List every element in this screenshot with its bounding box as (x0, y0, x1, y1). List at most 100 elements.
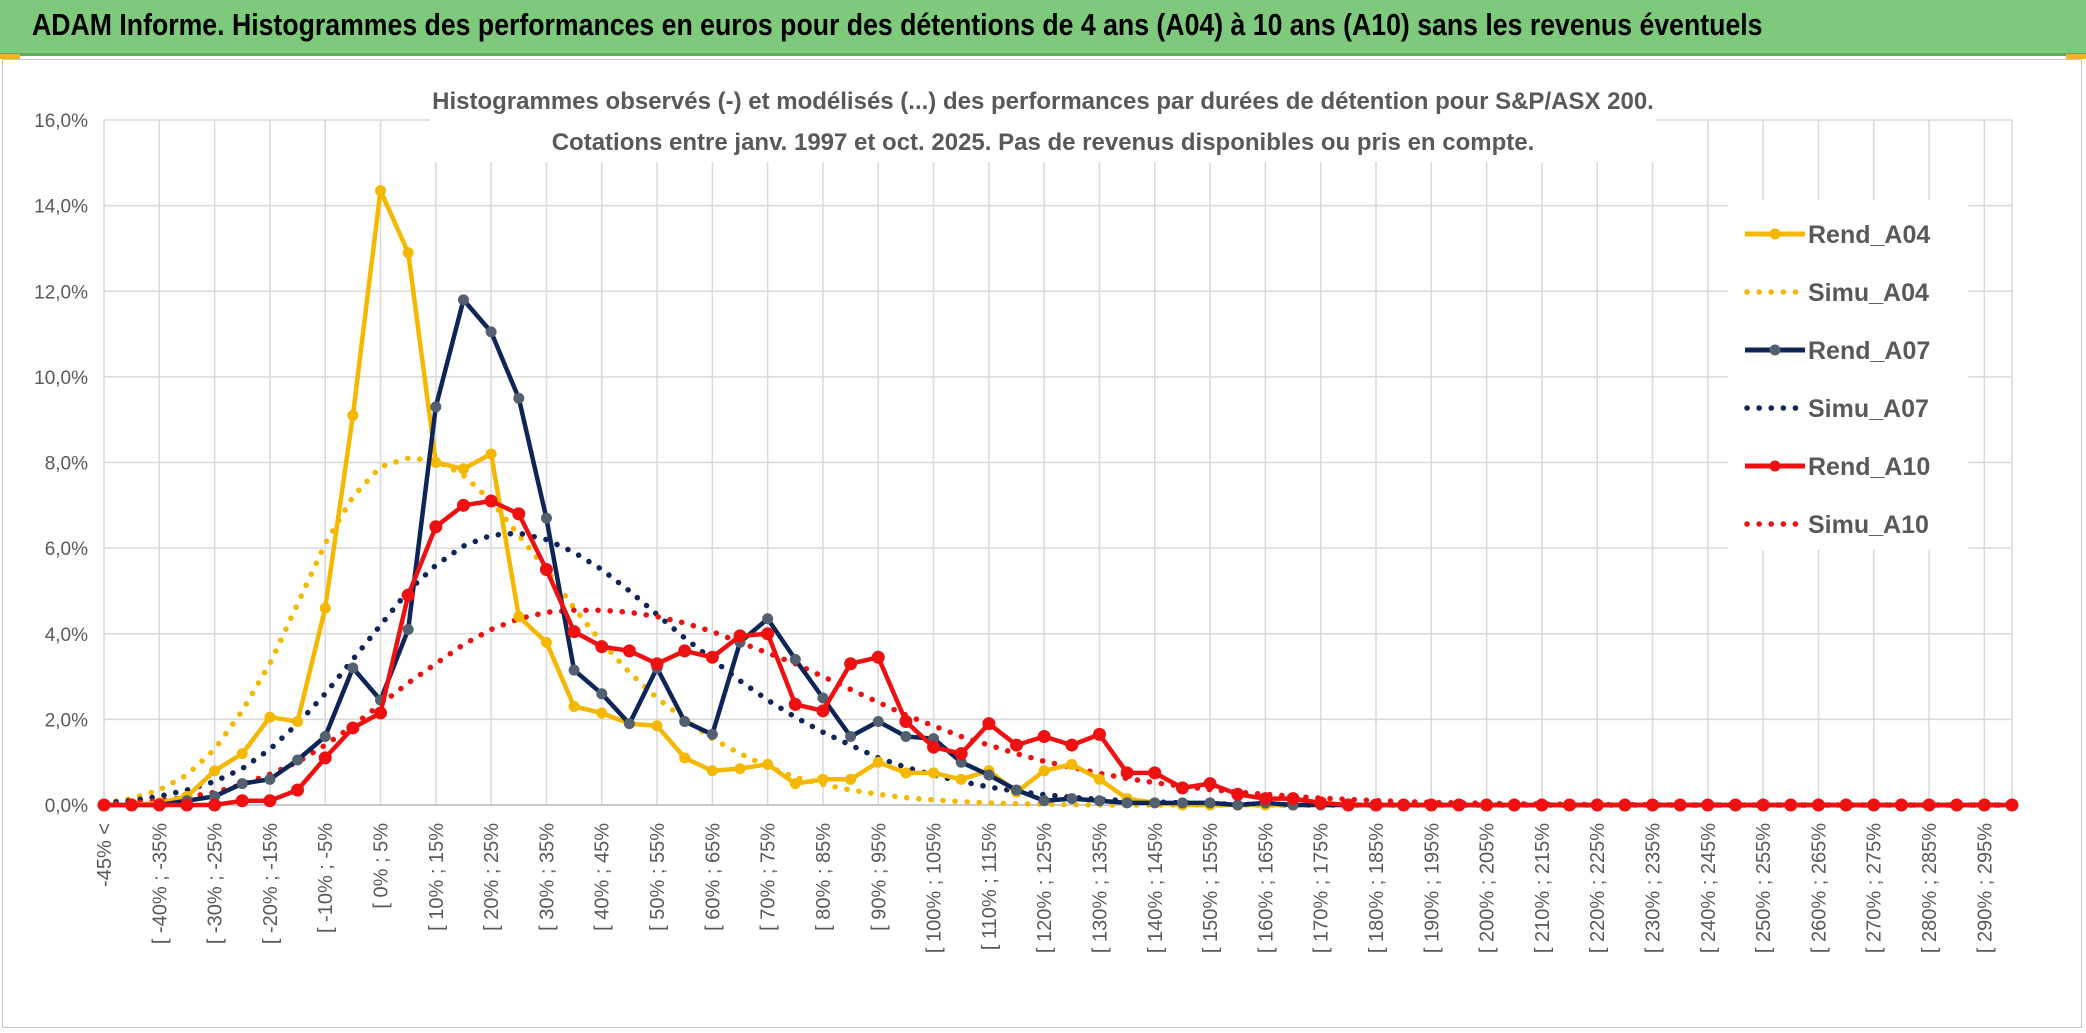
data-point (1258, 792, 1272, 806)
data-point (375, 185, 387, 197)
x-tick-label: [ 290% ; 295% (1974, 823, 1996, 953)
data-point (263, 794, 277, 808)
data-point (264, 773, 276, 785)
x-tick-label: -45% < (94, 823, 116, 887)
data-point (1121, 797, 1133, 809)
data-point (319, 731, 331, 742)
data-point (485, 326, 497, 338)
x-tick-label: [ 210% ; 215% (1532, 823, 1554, 953)
data-point (1452, 798, 1466, 812)
x-tick-label: [ -40% ; -35% (149, 823, 171, 944)
y-tick-label: 14,0% (34, 197, 88, 218)
x-tick-label: [ 240% ; 245% (1698, 823, 1720, 953)
data-point (789, 653, 801, 665)
data-point (1424, 798, 1438, 812)
legend-label: Simu_A04 (1808, 279, 1929, 307)
data-point (264, 711, 276, 723)
chart-frame (2, 59, 2082, 1028)
series-line (104, 498, 2012, 808)
data-point (1341, 798, 1355, 812)
data-point (1120, 766, 1134, 780)
data-point (512, 507, 526, 521)
x-tick-label: [ 80% ; 85% (813, 823, 835, 931)
data-point (539, 563, 553, 577)
data-point (208, 798, 222, 812)
data-point (1093, 795, 1105, 807)
data-point (1231, 787, 1245, 801)
data-point (1038, 795, 1050, 807)
data-point (236, 748, 248, 760)
x-tick-label: [ 150% ; 155% (1200, 823, 1222, 953)
data-point (209, 765, 221, 777)
data-point (457, 463, 469, 475)
legend-background (1728, 200, 1968, 550)
y-tick-label: 8,0% (45, 454, 88, 475)
data-point (954, 747, 968, 761)
legend-label: Simu_A10 (1808, 511, 1929, 539)
legend-marker (1769, 228, 1781, 240)
data-point (650, 657, 664, 671)
x-tick-label: [ 280% ; 285% (1919, 823, 1941, 953)
data-point (2005, 798, 2019, 812)
data-point (788, 697, 802, 711)
data-point (1203, 777, 1217, 791)
data-point (678, 644, 692, 658)
data-point (900, 767, 912, 779)
data-point (430, 457, 442, 468)
data-point (319, 602, 331, 614)
data-point (346, 721, 360, 735)
data-point (871, 650, 885, 664)
data-point (1286, 792, 1300, 806)
data-point (1204, 797, 1216, 809)
data-point (402, 623, 414, 635)
series-Rend_A10 (97, 494, 2019, 812)
data-point (1010, 738, 1024, 752)
y-tick-label: 4,0% (45, 625, 88, 646)
data-point (513, 611, 525, 623)
data-point (789, 778, 801, 790)
y-tick-label: 16,0% (34, 111, 88, 132)
x-tick-label: [ 90% ; 95% (868, 823, 890, 931)
corner-accent-left (0, 54, 20, 59)
data-point (1894, 798, 1908, 812)
legend-marker (1769, 460, 1781, 472)
data-point (845, 773, 857, 785)
data-point (402, 247, 414, 259)
series-line (104, 188, 2012, 808)
data-point (1066, 793, 1078, 805)
data-point (900, 731, 912, 742)
data-point (955, 773, 967, 785)
data-point (1839, 798, 1853, 812)
x-tick-label: [ -10% ; -5% (315, 823, 337, 933)
data-point (816, 704, 830, 718)
data-point (706, 765, 718, 777)
data-point (430, 401, 442, 413)
data-point (236, 778, 248, 790)
x-tick-label: [ 60% ; 65% (702, 823, 724, 931)
data-point (235, 794, 249, 808)
legend-label: Rend_A10 (1808, 453, 1930, 481)
data-point (651, 720, 663, 732)
x-tick-label: [ 50% ; 55% (647, 823, 669, 931)
x-tick-label: [ 110% ; 115% (979, 823, 1001, 950)
x-tick-label: [ 190% ; 195% (1421, 823, 1443, 953)
page-title: ADAM Informe. Histogrammes des performan… (32, 7, 1763, 42)
data-point (1369, 798, 1383, 812)
data-point (1314, 796, 1328, 810)
data-point (429, 520, 443, 534)
data-point (1176, 797, 1188, 809)
data-point (1092, 727, 1106, 741)
gridlines (103, 119, 2013, 806)
series-line (104, 297, 2012, 808)
legend-item: Simu_A07 (1744, 395, 1929, 423)
data-point (1756, 798, 1770, 812)
series-layer (97, 185, 2019, 812)
data-point (1011, 784, 1023, 796)
legend-item: Rend_A10 (1745, 453, 1930, 481)
data-point (982, 717, 996, 731)
x-tick-label: [ 180% ; 185% (1366, 823, 1388, 953)
legend: Rend_A04 Simu_A04 Rend_A07 Simu_A07 Rend_A10… (1744, 221, 1930, 539)
series-line (101, 455, 2015, 808)
data-point (762, 613, 774, 625)
data-point (567, 625, 581, 639)
